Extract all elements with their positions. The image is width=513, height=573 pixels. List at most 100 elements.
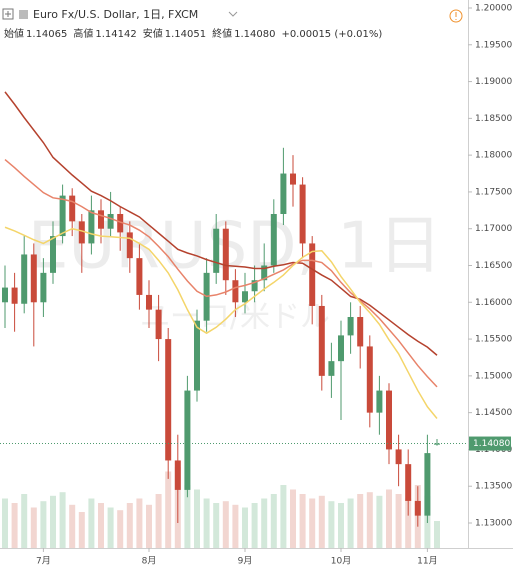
volume-bar — [434, 521, 440, 548]
volume-bar — [98, 503, 104, 548]
y-tick-label: 1.18000 — [475, 151, 512, 161]
expand-icon-glyph — [5, 11, 11, 17]
volume-bar — [155, 494, 162, 548]
stat-label: 安値 — [143, 27, 163, 40]
candle-body — [357, 317, 364, 347]
candle-body — [395, 449, 402, 465]
expand-icon[interactable] — [2, 8, 14, 20]
y-tick-label: 1.16500 — [475, 261, 512, 271]
volume-bar — [366, 492, 373, 548]
ohlc-stats: 始値 1.14065 高値 1.14142 安値 1.14051 終値 1.14080 +0.0… — [4, 27, 382, 40]
candle-body — [213, 228, 220, 273]
candle-body — [146, 294, 152, 310]
x-tick-label: 11月 — [417, 556, 437, 567]
volume-bar — [405, 498, 412, 548]
candle-body — [338, 335, 344, 362]
y-tick-label: 1.17500 — [475, 187, 512, 197]
stat-value: 1.14080 — [234, 29, 275, 40]
dropdown-icon[interactable] — [228, 11, 238, 17]
candle-body — [299, 184, 306, 244]
y-tick-label: 1.17000 — [475, 224, 512, 234]
y-tick-label: 1.19500 — [475, 40, 512, 50]
candle-body — [405, 464, 412, 501]
volume-bar — [251, 503, 258, 548]
volume-bar — [395, 494, 402, 548]
volume-bar — [318, 495, 325, 548]
volume-bar — [30, 507, 37, 548]
y-tick-label: 1.15000 — [475, 371, 512, 381]
candle-body — [50, 236, 56, 273]
volume-bar — [78, 512, 85, 548]
stat-label: 終値 — [212, 27, 232, 40]
volume-bar — [88, 498, 95, 548]
candle-body — [222, 228, 229, 281]
candle-body — [376, 390, 383, 413]
volume-bar — [194, 489, 200, 548]
volume-bar — [213, 503, 220, 548]
candle-body — [40, 272, 47, 303]
volume-bar — [232, 504, 239, 548]
volume-bar — [386, 489, 392, 548]
volume-bar — [376, 495, 383, 548]
alert-icon[interactable] — [449, 9, 463, 23]
volume-bar — [184, 485, 191, 548]
y-tick-label: 1.18500 — [475, 114, 512, 124]
header: Euro Fx/U.S. Dollar, 1日, FXCM 始値 1.14065 高… — [2, 8, 463, 40]
volume-bar — [59, 492, 66, 548]
volume-bar — [290, 489, 296, 548]
candle-body — [2, 287, 8, 303]
candle-body — [290, 173, 296, 185]
volume-bar — [126, 503, 133, 548]
volume-bar — [165, 471, 172, 548]
symbol-icon[interactable] — [19, 10, 28, 19]
stat-value: 1.14065 — [26, 29, 67, 40]
candle-body — [261, 265, 268, 281]
candle-body — [21, 254, 28, 304]
volume-bar — [11, 503, 18, 548]
volume-bar — [357, 494, 364, 548]
x-tick-label: 10月 — [331, 556, 351, 567]
candle-body — [232, 280, 239, 303]
candle-body — [165, 339, 172, 461]
candle-body — [126, 232, 133, 259]
candle-body — [88, 210, 95, 244]
volume-bar — [328, 501, 335, 548]
y-tick-label: 1.16000 — [475, 298, 512, 308]
candle-body — [366, 346, 373, 413]
volume-bar — [203, 498, 210, 548]
last-price-label: 1.14080 — [473, 439, 510, 449]
candle-body — [434, 443, 440, 445]
candle-body — [386, 390, 392, 450]
candle-body — [194, 320, 200, 391]
candle-body — [414, 500, 421, 516]
volume-bar — [117, 510, 124, 548]
candle-body — [318, 305, 325, 376]
y-tick-label: 1.19000 — [475, 77, 512, 87]
candle-body — [328, 361, 335, 376]
x-tick-label: 8月 — [142, 556, 157, 567]
last-price-box — [469, 436, 511, 451]
volume-bar — [40, 501, 47, 548]
stat-label: 高値 — [73, 27, 93, 40]
volume-bar — [136, 498, 143, 548]
y-tick-label: 1.14500 — [475, 408, 512, 418]
ma-line — [4, 158, 438, 388]
candle-body — [280, 173, 287, 214]
candle-body — [11, 287, 18, 304]
candle-body — [347, 317, 354, 336]
volume-bar — [280, 485, 287, 548]
volume-bar — [107, 507, 114, 548]
candle-body — [184, 390, 191, 490]
volume-bar — [146, 504, 152, 548]
y-tick-label: 1.20000 — [475, 4, 512, 14]
candle-body — [78, 221, 85, 244]
candle-body — [136, 258, 143, 295]
volume-bar — [242, 507, 248, 548]
ma-line — [4, 226, 438, 420]
candle-body — [69, 195, 76, 222]
plot-area — [0, 91, 468, 548]
candle-body — [155, 309, 162, 340]
candle-body — [107, 214, 114, 229]
y-tick-label: 1.15500 — [475, 335, 512, 345]
